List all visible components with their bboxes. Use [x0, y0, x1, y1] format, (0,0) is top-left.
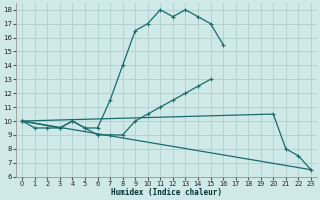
X-axis label: Humidex (Indice chaleur): Humidex (Indice chaleur): [111, 188, 222, 197]
